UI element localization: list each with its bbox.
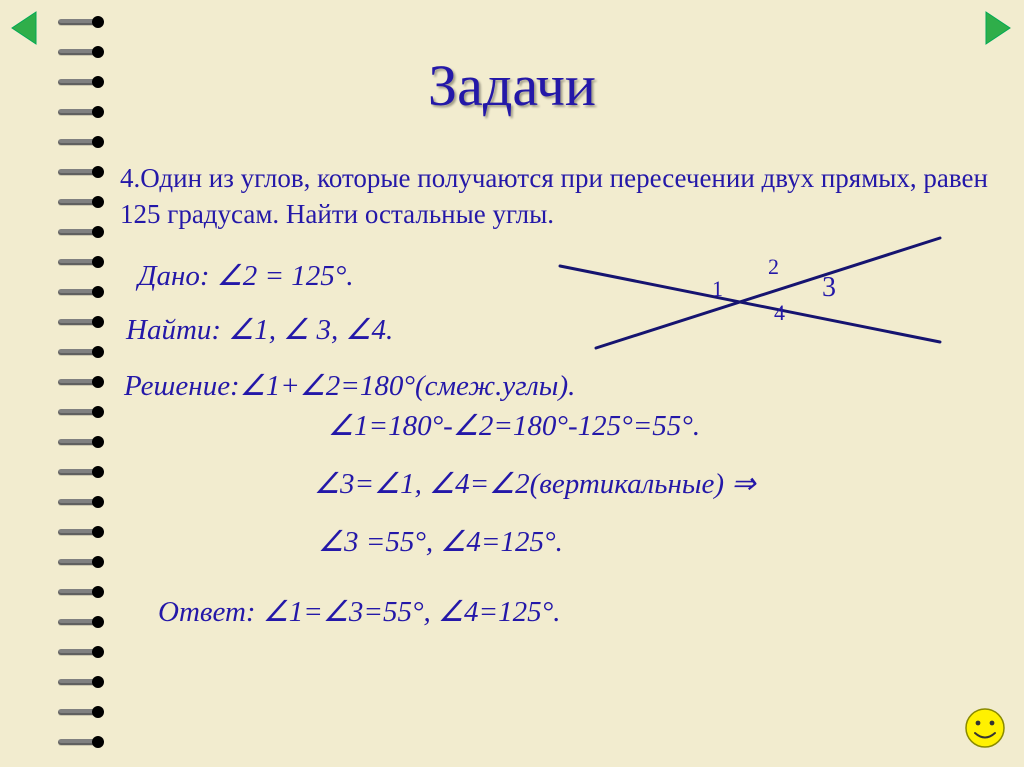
find-line: Найти: ∠1, ∠ 3, ∠4.: [126, 312, 393, 347]
solution-line-1b: ∠1=180°-∠2=180°-125°=55°.: [328, 408, 700, 443]
problem-text: 4.Один из углов, которые получаются при …: [120, 160, 990, 233]
answer-line: Ответ: ∠1=∠3=55°, ∠4=125°.: [158, 594, 560, 629]
diagram-label-2: 2: [768, 254, 779, 280]
nav-next-button[interactable]: [978, 10, 1014, 51]
smiley-icon: [964, 707, 1006, 749]
chevron-right-icon: [978, 10, 1014, 46]
solution-line-1: Решение:∠1+∠2=180°(смеж.углы).: [124, 368, 575, 403]
diagram-label-4: 4: [774, 300, 785, 326]
slide: Задачи 4.Один из углов, которые получают…: [0, 0, 1024, 767]
diagram-lines: [556, 230, 946, 360]
diagram-label-3: 3: [822, 272, 836, 304]
given-line: Дано: ∠2 = 125°.: [138, 258, 354, 293]
solution-line-3: ∠3 =55°, ∠4=125°.: [318, 524, 563, 559]
nav-prev-button[interactable]: [8, 10, 44, 51]
solution-line-2: ∠3=∠1, ∠4=∠2(вертикальные) ⇒: [314, 466, 756, 501]
chevron-left-icon: [8, 10, 44, 46]
diagram-label-1: 1: [712, 276, 723, 302]
angle-diagram: 1 2 3 4: [556, 230, 946, 360]
slide-title: Задачи: [0, 52, 1024, 119]
